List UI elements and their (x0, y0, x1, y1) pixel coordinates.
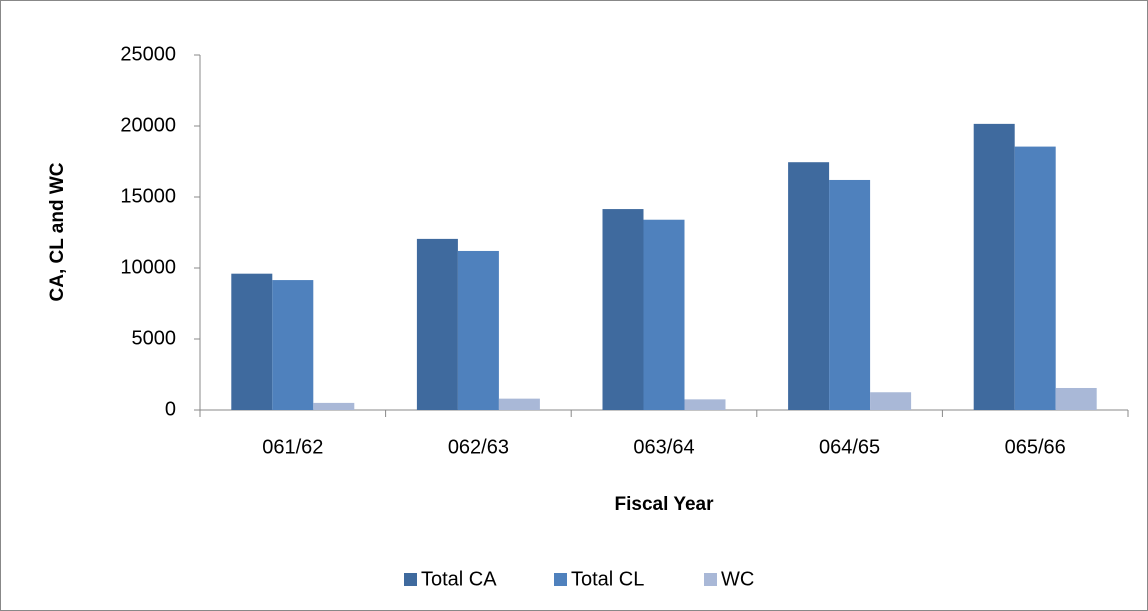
bar (313, 402, 355, 410)
x-tick-label: 062/63 (448, 436, 509, 458)
bar (416, 238, 458, 410)
bar (231, 273, 273, 410)
y-axis-title: CA, CL and WC (47, 162, 68, 301)
bar (684, 399, 726, 410)
bar (1014, 146, 1056, 410)
legend-label: WC (721, 568, 754, 590)
bar (870, 392, 912, 410)
x-axis-title: Fiscal Year (615, 494, 715, 515)
y-tick-label: 5000 (132, 327, 177, 349)
y-tick-label: 20000 (120, 114, 176, 136)
y-tick-label: 10000 (120, 256, 176, 278)
x-tick-label: 061/62 (262, 436, 323, 458)
bar (643, 219, 685, 410)
bar (788, 162, 830, 410)
bar (498, 398, 540, 410)
bar (457, 250, 499, 410)
bar (602, 209, 644, 410)
y-tick-label: 25000 (120, 43, 176, 65)
legend-label: Total CL (571, 568, 644, 590)
legend-swatch (704, 573, 717, 586)
legend-swatch (404, 573, 417, 586)
bar (1055, 387, 1097, 410)
y-tick-label: 15000 (120, 185, 176, 207)
bar (973, 123, 1015, 411)
x-tick-label: 065/66 (1005, 436, 1066, 458)
bar (829, 179, 871, 410)
x-tick-label: 064/65 (819, 436, 880, 458)
bar (272, 280, 314, 410)
y-tick-label: 0 (165, 398, 176, 420)
legend-swatch (554, 573, 567, 586)
x-tick-label: 063/64 (633, 436, 694, 458)
legend-label: Total CA (421, 568, 497, 590)
